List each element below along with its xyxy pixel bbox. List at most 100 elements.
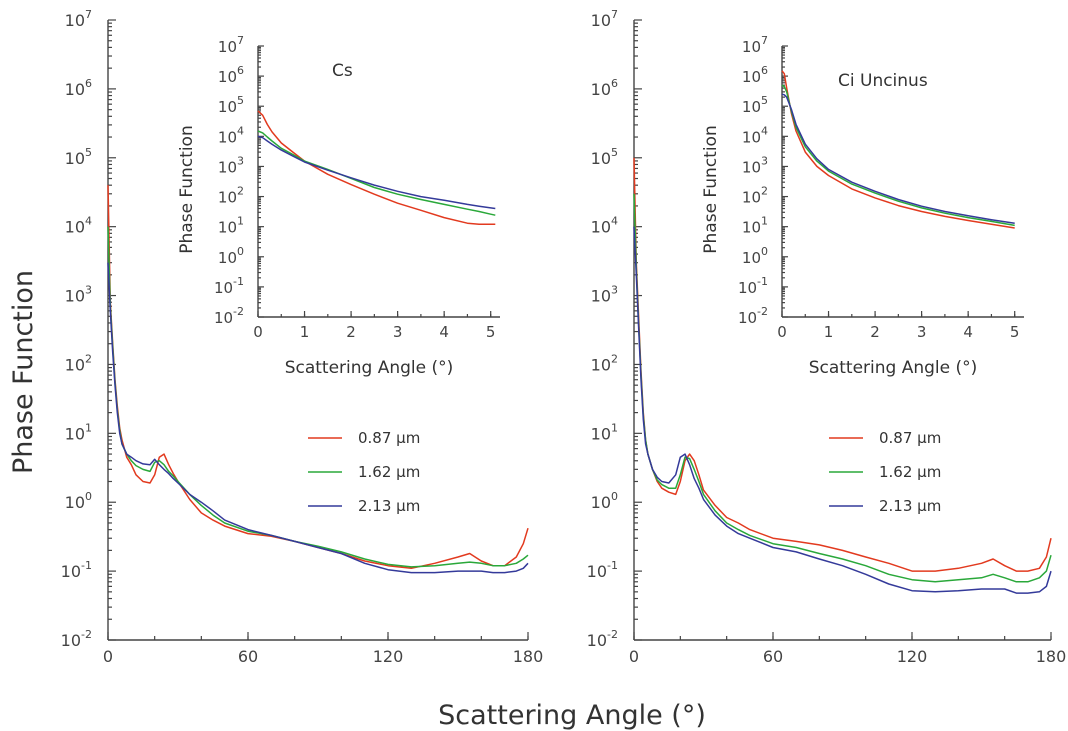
left-inset-y-tick-exponent: 6 bbox=[237, 64, 244, 77]
right-inset-y-tick-label: 104 bbox=[742, 124, 768, 146]
right-main-y-tick-exponent: -2 bbox=[607, 628, 618, 641]
right-inset-y-tick-exponent: 6 bbox=[761, 64, 768, 77]
left-main-y-tick-exponent: 3 bbox=[85, 284, 92, 297]
left-main-y-tick-base: 10 bbox=[65, 11, 85, 30]
right-main-y-tick-label: 103 bbox=[591, 284, 618, 306]
right-main-y-tick-exponent: 6 bbox=[611, 77, 618, 90]
right-main-y-tick-base: 10 bbox=[587, 562, 607, 581]
left-main-y-tick-exponent: 7 bbox=[85, 8, 92, 21]
left-inset-title: Cs bbox=[332, 61, 353, 81]
right-inset-series-line bbox=[781, 93, 1015, 224]
left-inset-y-tick-exponent: 4 bbox=[237, 124, 244, 137]
left-inset-y-tick-base: 10 bbox=[214, 279, 233, 297]
left-main-y-tick-exponent: 1 bbox=[85, 421, 92, 434]
left-main-y-tick-exponent: -1 bbox=[81, 559, 92, 572]
left-main-legend-label: 2.13 μm bbox=[358, 497, 420, 515]
right-inset-y-tick-exponent: 7 bbox=[761, 34, 768, 47]
left-main-x-tick-label: 60 bbox=[238, 647, 258, 666]
left-inset-y-tick-exponent: 2 bbox=[237, 185, 244, 198]
right-inset-y-tick-label: 100 bbox=[742, 245, 768, 267]
right-main-y-tick-label: 100 bbox=[591, 490, 618, 512]
left-inset-series-line bbox=[257, 135, 496, 210]
left-main-x-tick-label: 0 bbox=[103, 647, 113, 666]
left-main-y-tick-exponent: -2 bbox=[81, 628, 92, 641]
right-inset-y-tick-label: 10-1 bbox=[738, 275, 768, 297]
right-main-y-tick-exponent: 5 bbox=[611, 146, 618, 159]
left-inset-y-tick-base: 10 bbox=[214, 309, 233, 327]
left-main-y-tick-label: 100 bbox=[65, 490, 92, 512]
left-inset-y-tick-label: 103 bbox=[218, 154, 244, 176]
left-main-y-tick-label: 107 bbox=[65, 8, 92, 30]
right-inset-y-tick-exponent: 5 bbox=[761, 94, 768, 107]
right-inset-y-tick-base: 10 bbox=[742, 68, 761, 86]
right-inset-y-tick-base: 10 bbox=[742, 98, 761, 116]
left-inset-y-tick-base: 10 bbox=[218, 128, 237, 146]
right-main-y-tick-base: 10 bbox=[591, 424, 611, 443]
right-main-y-tick-base: 10 bbox=[591, 11, 611, 30]
right-inset-y-tick-label: 107 bbox=[742, 34, 768, 56]
left-inset-x-axis-title: Scattering Angle (°) bbox=[285, 358, 454, 378]
left-main-y-tick-exponent: 4 bbox=[85, 215, 92, 228]
right-inset-y-tick-exponent: 3 bbox=[761, 154, 768, 167]
right-inset-title: Ci Uncinus bbox=[838, 71, 928, 91]
right-inset-y-tick-exponent: 1 bbox=[761, 215, 768, 228]
right-inset-y-tick-label: 105 bbox=[742, 94, 768, 116]
right-main-y-tick-base: 10 bbox=[591, 287, 611, 306]
right-main-y-tick-base: 10 bbox=[591, 218, 611, 237]
right-inset-y-tick-label: 101 bbox=[742, 215, 768, 237]
right-inset-y-tick-base: 10 bbox=[742, 158, 761, 176]
right-main-series-line bbox=[633, 193, 1052, 583]
left-main-y-tick-base: 10 bbox=[65, 424, 85, 443]
left-inset-y-tick-label: 10-2 bbox=[214, 305, 244, 327]
left-inset-y-tick-label: 104 bbox=[218, 124, 244, 146]
left-main-y-tick-label: 106 bbox=[65, 77, 92, 99]
right-main-y-tick-exponent: 0 bbox=[611, 490, 618, 503]
right-main-y-tick-label: 102 bbox=[591, 352, 618, 374]
left-main-y-tick-exponent: 2 bbox=[85, 352, 92, 365]
right-main-y-tick-label: 10-2 bbox=[587, 628, 618, 650]
right-inset-y-tick-exponent: -2 bbox=[757, 305, 768, 318]
left-inset-y-tick-label: 107 bbox=[218, 34, 244, 56]
left-inset-x-tick-label: 4 bbox=[439, 323, 449, 341]
left-main-y-tick-label: 10-1 bbox=[61, 559, 92, 581]
left-inset-y-tick-exponent: 1 bbox=[237, 215, 244, 228]
left-inset-y-tick-base: 10 bbox=[218, 189, 237, 207]
right-inset-y-tick-base: 10 bbox=[742, 189, 761, 207]
right-inset-series-line bbox=[781, 70, 1015, 229]
left-inset-y-tick-label: 106 bbox=[218, 64, 244, 86]
right-main-y-tick-base: 10 bbox=[591, 355, 611, 374]
right-inset-x-tick-label: 2 bbox=[870, 323, 880, 341]
right-main-y-tick-base: 10 bbox=[591, 493, 611, 512]
left-inset-y-tick-exponent: 5 bbox=[237, 94, 244, 107]
right-main-y-tick-label: 10-1 bbox=[587, 559, 618, 581]
right-main-x-tick-label: 120 bbox=[897, 647, 928, 666]
right-main-series-line bbox=[633, 226, 1052, 594]
right-main-y-tick-label: 105 bbox=[591, 146, 618, 168]
right-main-y-tick-label: 107 bbox=[591, 8, 618, 30]
left-inset-y-tick-label: 10-1 bbox=[214, 275, 244, 297]
left-main-y-tick-base: 10 bbox=[65, 493, 85, 512]
right-main-legend-label: 0.87 μm bbox=[879, 429, 941, 447]
right-inset-y-tick-exponent: 0 bbox=[761, 245, 768, 258]
left-main-y-tick-base: 10 bbox=[61, 562, 81, 581]
left-main-x-tick-label: 120 bbox=[373, 647, 404, 666]
right-main-x-tick-label: 60 bbox=[763, 647, 783, 666]
left-main-y-tick-label: 102 bbox=[65, 352, 92, 374]
right-main-y-tick-base: 10 bbox=[591, 149, 611, 168]
left-inset-y-tick-base: 10 bbox=[218, 219, 237, 237]
right-main-legend-label: 1.62 μm bbox=[879, 463, 941, 481]
left-main-y-tick-exponent: 0 bbox=[85, 490, 92, 503]
left-inset-y-tick-base: 10 bbox=[218, 68, 237, 86]
left-main-y-tick-base: 10 bbox=[65, 149, 85, 168]
left-main-y-tick-label: 101 bbox=[65, 421, 92, 443]
left-inset-x-tick-label: 3 bbox=[393, 323, 403, 341]
right-inset-y-tick-base: 10 bbox=[738, 309, 757, 327]
left-main-y-tick-label: 103 bbox=[65, 284, 92, 306]
right-inset-x-tick-label: 5 bbox=[1010, 323, 1020, 341]
figure-y-axis-title: Phase Function bbox=[8, 270, 39, 474]
left-inset-y-tick-label: 102 bbox=[218, 185, 244, 207]
